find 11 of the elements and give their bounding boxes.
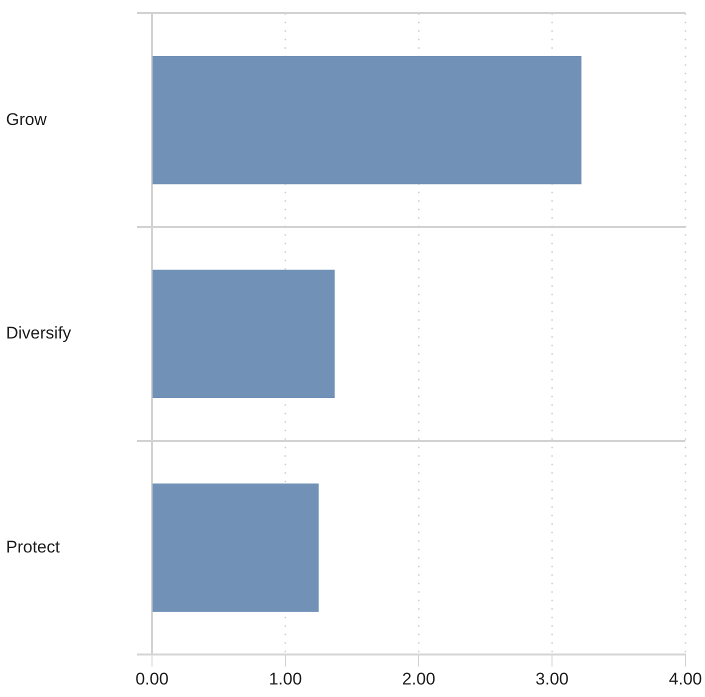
x-tick-label: 3.00 <box>536 669 569 688</box>
bar <box>152 56 582 184</box>
y-tick-label: Protect <box>6 537 60 556</box>
x-tick-label: 4.00 <box>668 669 702 688</box>
bar <box>152 484 319 612</box>
bar <box>152 270 335 398</box>
y-tick-label: Diversify <box>6 324 72 343</box>
y-tick-label: Grow <box>6 110 48 129</box>
x-tick-label: 0.00 <box>135 669 169 688</box>
x-tick-label: 2.00 <box>402 669 436 688</box>
x-tick-label: 1.00 <box>268 669 302 688</box>
